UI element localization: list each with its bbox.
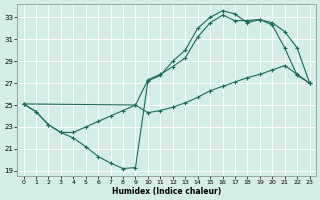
X-axis label: Humidex (Indice chaleur): Humidex (Indice chaleur) xyxy=(112,187,221,196)
